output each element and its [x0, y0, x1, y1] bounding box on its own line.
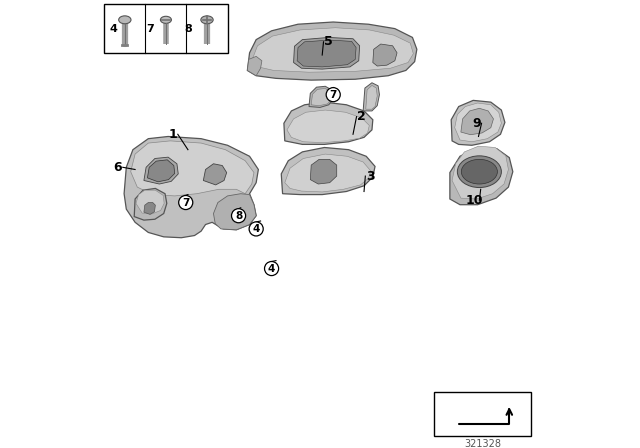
- Ellipse shape: [161, 16, 172, 23]
- Polygon shape: [284, 102, 373, 144]
- Text: 6: 6: [113, 161, 122, 174]
- Polygon shape: [310, 159, 337, 184]
- Polygon shape: [452, 146, 508, 199]
- Polygon shape: [248, 56, 262, 76]
- Text: 5: 5: [324, 35, 333, 48]
- Text: 8: 8: [184, 24, 192, 34]
- Polygon shape: [252, 28, 413, 72]
- Text: 2: 2: [358, 110, 366, 123]
- Text: 4: 4: [252, 224, 260, 234]
- Polygon shape: [124, 137, 259, 238]
- Text: 7: 7: [330, 90, 337, 99]
- Polygon shape: [214, 194, 256, 230]
- Text: 7: 7: [182, 198, 189, 207]
- FancyBboxPatch shape: [435, 392, 531, 436]
- Polygon shape: [373, 44, 397, 66]
- Polygon shape: [451, 100, 505, 145]
- Polygon shape: [287, 110, 369, 142]
- Polygon shape: [366, 86, 377, 109]
- Circle shape: [232, 209, 246, 223]
- Ellipse shape: [118, 16, 131, 24]
- Circle shape: [326, 88, 340, 102]
- Polygon shape: [309, 86, 333, 108]
- Polygon shape: [144, 202, 156, 215]
- Polygon shape: [450, 147, 513, 205]
- Text: 9: 9: [472, 117, 481, 130]
- Ellipse shape: [458, 156, 501, 188]
- Polygon shape: [144, 157, 179, 184]
- Polygon shape: [461, 108, 493, 135]
- Polygon shape: [297, 40, 356, 67]
- Polygon shape: [285, 154, 371, 192]
- Text: 4: 4: [109, 24, 117, 34]
- Polygon shape: [311, 89, 332, 106]
- Ellipse shape: [461, 159, 497, 184]
- FancyBboxPatch shape: [104, 4, 228, 53]
- Text: 4: 4: [268, 263, 275, 274]
- Text: 8: 8: [235, 211, 242, 221]
- Polygon shape: [248, 22, 417, 80]
- Polygon shape: [294, 38, 360, 69]
- Ellipse shape: [201, 16, 213, 24]
- Text: 7: 7: [147, 24, 154, 34]
- Polygon shape: [363, 83, 380, 111]
- Polygon shape: [131, 141, 254, 196]
- Polygon shape: [454, 103, 501, 142]
- Text: 321328: 321328: [465, 439, 501, 448]
- Polygon shape: [147, 160, 175, 182]
- Text: 10: 10: [465, 194, 483, 207]
- Circle shape: [249, 222, 263, 236]
- Polygon shape: [134, 189, 167, 220]
- Circle shape: [179, 195, 193, 210]
- Polygon shape: [136, 190, 164, 214]
- Polygon shape: [204, 164, 227, 185]
- Polygon shape: [281, 147, 375, 194]
- Text: 3: 3: [366, 170, 375, 183]
- Circle shape: [264, 262, 278, 276]
- Text: 1: 1: [168, 128, 177, 141]
